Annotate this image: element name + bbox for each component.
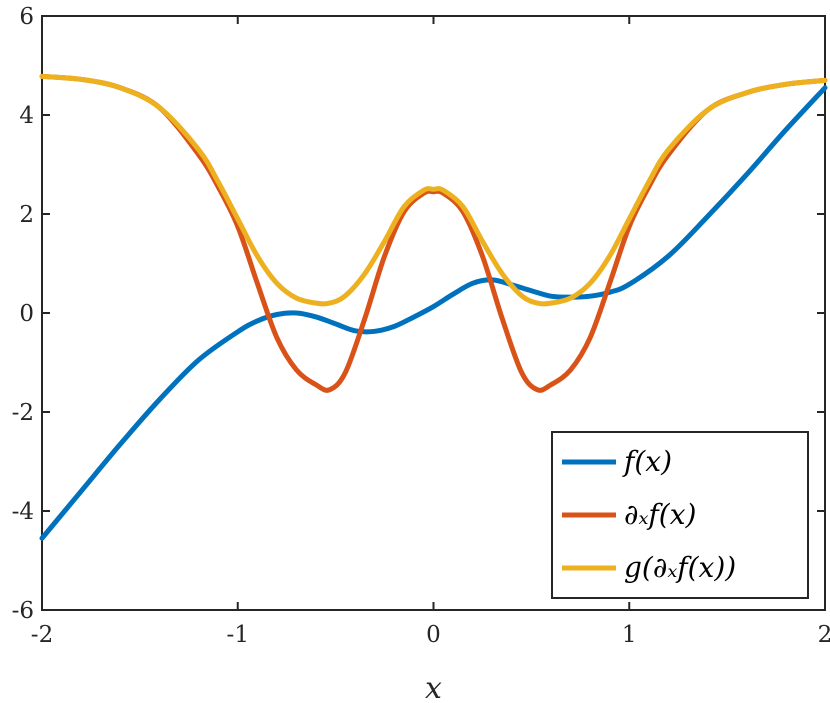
series-line-1 xyxy=(39,85,828,541)
series-layer xyxy=(39,73,828,541)
series-line-3 xyxy=(39,73,828,307)
legend-entry-label: g(∂ₓf(x)) xyxy=(624,551,736,584)
y-tick-label: 6 xyxy=(19,4,34,30)
x-tick-label: 1 xyxy=(622,622,637,648)
legend-entry-label: f(x) xyxy=(622,445,672,478)
legend: f(x) ∂ₓf(x) g(∂ₓf(x)) xyxy=(551,431,809,599)
y-tick-label: 0 xyxy=(19,301,34,327)
x-tick-label: -2 xyxy=(31,622,53,648)
y-tick-label: -2 xyxy=(12,400,34,426)
x-tick-label: -1 xyxy=(227,622,249,648)
y-tick-label: -6 xyxy=(12,598,34,624)
x-tick-label: 2 xyxy=(818,622,830,648)
x-axis-label: x xyxy=(425,671,442,703)
ticks-layer: -2 -1 0 1 2 -6 -4 -2 0 2 4 6 xyxy=(12,4,830,648)
legend-entry-label: ∂ₓf(x) xyxy=(624,498,696,531)
y-tick-label: -4 xyxy=(12,499,34,525)
x-tick-label: 0 xyxy=(426,622,441,648)
y-tick-label: 4 xyxy=(19,103,34,129)
y-tick-label: 2 xyxy=(19,202,34,228)
